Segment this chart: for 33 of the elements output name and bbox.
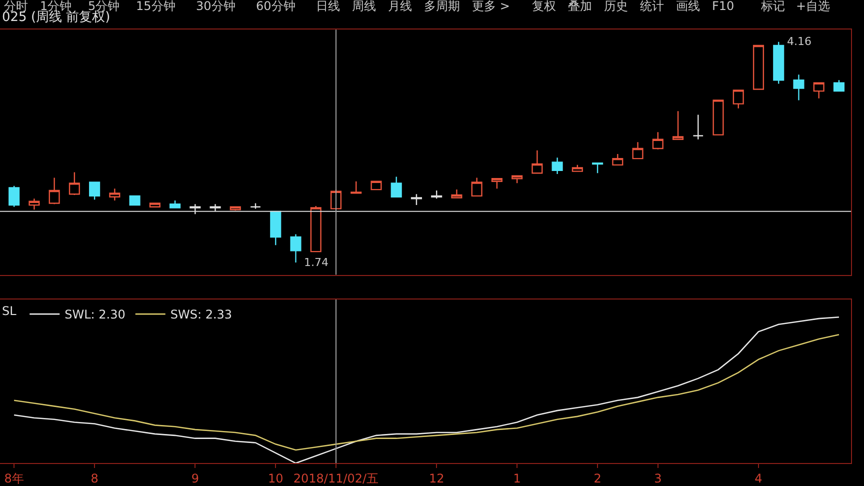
x-tick-label: 8年 (4, 472, 24, 486)
text: 更多 > (472, 0, 510, 13)
x-tick-label: 8 (90, 472, 98, 486)
x-tick-label: 10 (268, 472, 284, 486)
x-tick-label: 12 (428, 472, 444, 486)
legend-label: SWL: 2.30 (64, 308, 126, 322)
text: F10 (712, 0, 734, 13)
annotation: 1.74 (304, 256, 328, 269)
text: 画线 (676, 0, 700, 13)
text: 历史 (604, 0, 628, 13)
legend-title: SL (2, 304, 17, 318)
text: 分时 (4, 0, 28, 13)
chart-title: 025 (周线 前复权) (2, 10, 110, 25)
text: 月线 (388, 0, 412, 13)
text: 30分钟 (196, 0, 236, 13)
text: +自选 (796, 0, 830, 13)
x-tick-label: 2018/11/02/五 (293, 472, 379, 486)
text: 周线 (352, 0, 376, 13)
text: 多周期 (424, 0, 460, 13)
text: 15分钟 (136, 0, 176, 13)
text: 统计 (640, 0, 664, 13)
text: 日线 (316, 0, 340, 13)
x-tick-label: 3 (654, 472, 662, 486)
text: 60分钟 (256, 0, 296, 13)
x-tick-label: 4 (754, 472, 762, 486)
annotation: 4.16 (787, 35, 812, 48)
legend-label: SWS: 2.33 (170, 308, 232, 322)
x-tick-label: 2 (594, 472, 602, 486)
x-tick-label: 9 (191, 472, 199, 486)
text: 标记 (760, 0, 785, 13)
text: 叠加 (568, 0, 592, 13)
x-tick-label: 1 (513, 472, 521, 486)
text: 复权 (532, 0, 556, 13)
